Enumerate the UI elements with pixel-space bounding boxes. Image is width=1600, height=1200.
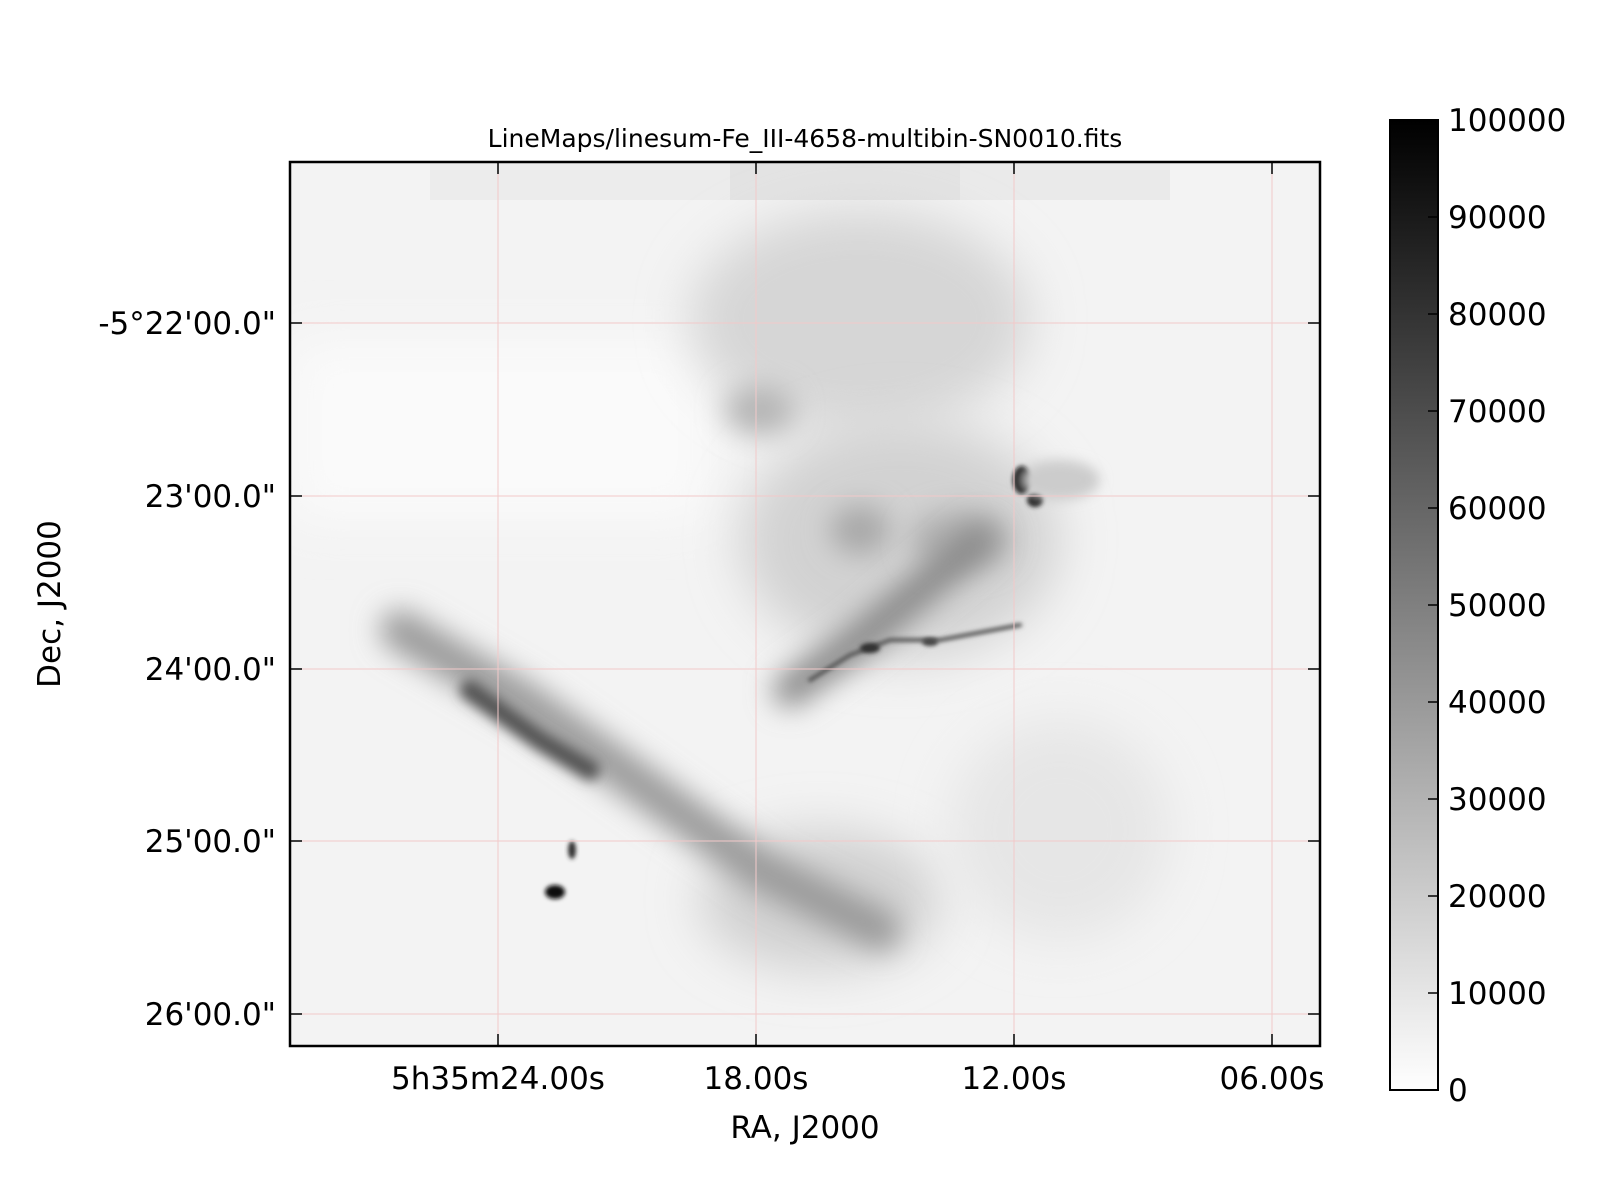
y-tick-label: 24'00.0" bbox=[145, 652, 276, 688]
empty-region bbox=[290, 340, 710, 520]
knot-halo bbox=[1020, 460, 1100, 500]
x-tick-label: 18.00s bbox=[704, 1061, 809, 1097]
x-axis-label: RA, J2000 bbox=[730, 1110, 879, 1146]
bright-knot-4 bbox=[568, 841, 576, 859]
cloud-center bbox=[740, 420, 1060, 660]
grid-lines bbox=[290, 162, 1320, 1046]
top-strip-left bbox=[430, 162, 730, 200]
colorbar-tick-label: 20000 bbox=[1448, 879, 1547, 915]
colorbar-tick-label: 50000 bbox=[1448, 588, 1547, 624]
bright-knot-5 bbox=[860, 643, 880, 653]
bar-central-filament bbox=[808, 623, 1022, 682]
x-tick-label: 12.00s bbox=[962, 1061, 1067, 1097]
cloud-lower-right bbox=[950, 720, 1170, 940]
cloud-knot-a bbox=[725, 385, 795, 435]
cloud-knot-b bbox=[830, 505, 890, 555]
colorbar: 0 10000 20000 30000 40000 50000 60000 70000 8000… bbox=[1389, 103, 1566, 1109]
bar-lower bbox=[380, 610, 900, 950]
x-tick-label: 06.00s bbox=[1220, 1061, 1325, 1097]
bar-central bbox=[773, 523, 997, 707]
top-strip-right bbox=[960, 162, 1170, 200]
y-axis-label: Dec, J2000 bbox=[32, 520, 68, 688]
x-tick-label: 5h35m24.00s bbox=[391, 1061, 605, 1097]
colorbar-tick-label: 40000 bbox=[1448, 685, 1547, 721]
plot-frame bbox=[288, 160, 1322, 1048]
plot-area bbox=[288, 160, 1322, 1048]
colorbar-tick-label: 30000 bbox=[1448, 782, 1547, 818]
chart-title: LineMaps/linesum-Fe_III-4658-multibin-SN… bbox=[488, 124, 1123, 153]
bright-knot-6 bbox=[922, 638, 938, 646]
colorbar-tick-label: 100000 bbox=[1448, 103, 1566, 139]
x-axis: 5h35m24.00s 18.00s 12.00s 06.00s bbox=[391, 162, 1324, 1097]
top-strip bbox=[730, 162, 960, 200]
colorbar-tick-label: 60000 bbox=[1448, 491, 1547, 527]
bright-knot-3 bbox=[545, 885, 565, 899]
y-axis: -5°22'00.0" 23'00.0" 24'00.0" 25'00.0" 2… bbox=[98, 306, 1320, 1033]
y-tick-label: 26'00.0" bbox=[145, 997, 276, 1033]
bar-lower-core bbox=[460, 680, 600, 780]
y-tick-label: 23'00.0" bbox=[145, 479, 276, 515]
colorbar-tick-label: 70000 bbox=[1448, 394, 1547, 430]
y-tick-label: 25'00.0" bbox=[145, 824, 276, 860]
nebula-image bbox=[290, 162, 1170, 970]
y-tick-label: -5°22'00.0" bbox=[98, 306, 276, 342]
colorbar-tick-label: 90000 bbox=[1448, 200, 1547, 236]
colorbar-tick-label: 80000 bbox=[1448, 297, 1547, 333]
colorbar-tick-label: 0 bbox=[1448, 1073, 1468, 1109]
cloud-upper bbox=[690, 210, 1030, 430]
colorbar-tick-label: 10000 bbox=[1448, 976, 1547, 1012]
